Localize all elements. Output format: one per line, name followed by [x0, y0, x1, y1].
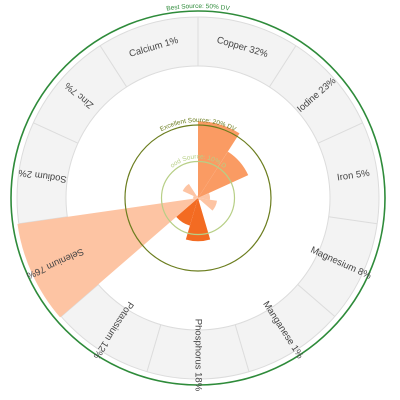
band-divider: [268, 45, 297, 88]
bar-phosphorus[interactable]: [185, 198, 211, 242]
bar-potassium[interactable]: [176, 198, 198, 226]
category-label-iron: Iron 5%: [336, 168, 371, 184]
band-divider: [33, 122, 79, 144]
reference-ring-label-text: Best Source: 50% DV: [166, 3, 231, 13]
bar-sodium[interactable]: [193, 196, 198, 199]
reference-ring-10: [160, 160, 236, 236]
band-divider: [60, 284, 99, 317]
reference-ring-50: [10, 10, 386, 386]
band-divider: [317, 122, 363, 144]
bar-selenium[interactable]: [17, 198, 198, 318]
band-divider: [234, 324, 250, 372]
bar-iodine[interactable]: [198, 151, 249, 198]
band-dividers: [18, 16, 378, 372]
bar-zinc[interactable]: [182, 183, 198, 198]
category-label-phosphorus: Phosphorus 18%: [192, 319, 203, 392]
bar-manganese[interactable]: [198, 198, 200, 201]
bar-iron[interactable]: [198, 193, 210, 200]
bar-magnesium[interactable]: [198, 198, 218, 211]
band-divider: [297, 284, 336, 317]
reference-ring-20: [124, 124, 272, 272]
bars: [17, 121, 249, 318]
band-divider: [328, 216, 378, 225]
bar-copper[interactable]: [198, 121, 240, 198]
reference-ring-label: Best Source: 50% DV: [166, 3, 231, 13]
band-divider: [99, 45, 128, 88]
band-divider: [146, 324, 162, 372]
band-divider: [18, 216, 68, 225]
bar-calcium[interactable]: [196, 195, 198, 198]
